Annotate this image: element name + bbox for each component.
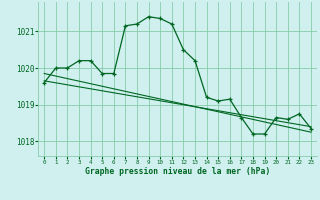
X-axis label: Graphe pression niveau de la mer (hPa): Graphe pression niveau de la mer (hPa) bbox=[85, 167, 270, 176]
